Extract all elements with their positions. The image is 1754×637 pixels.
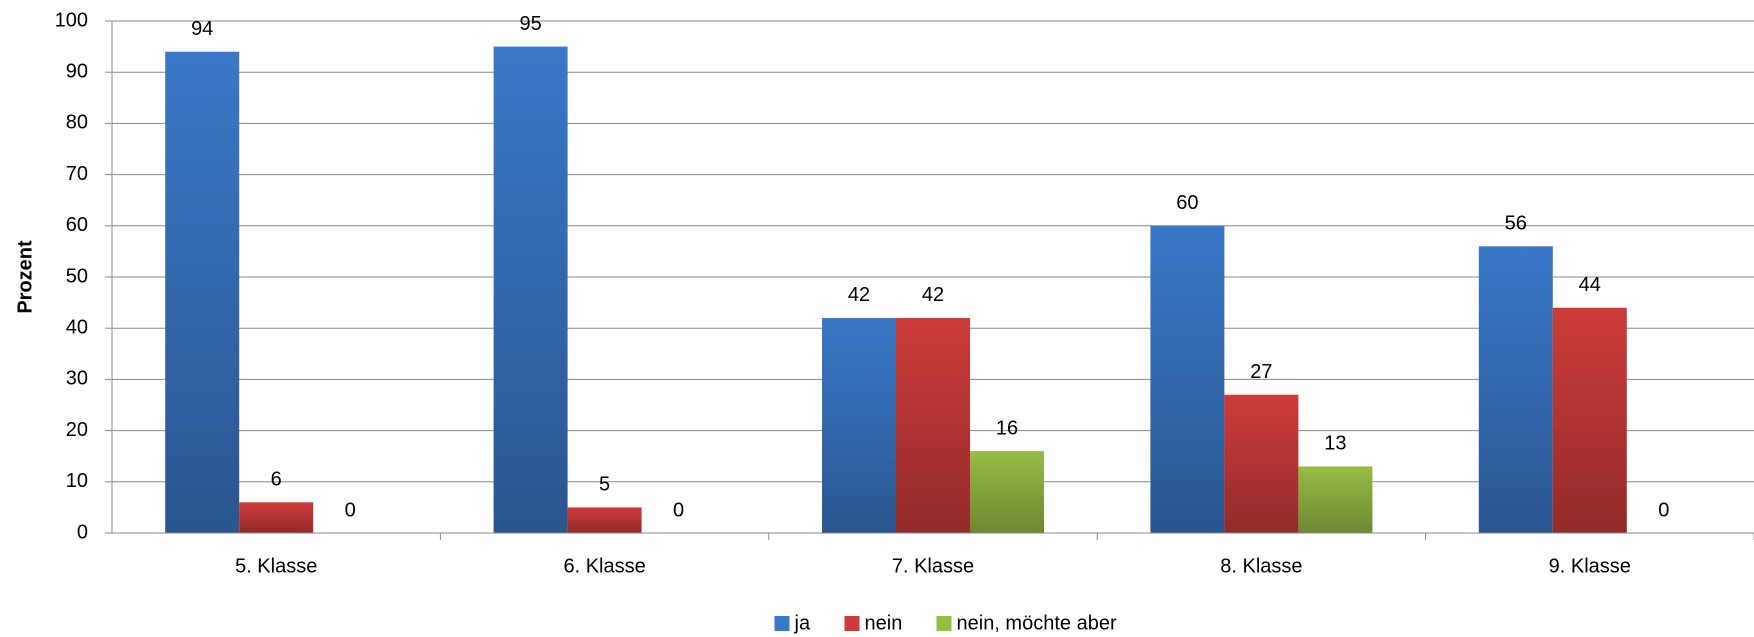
data-label: 27 bbox=[1250, 361, 1272, 383]
x-tick-label: 8. Klasse bbox=[1220, 555, 1302, 577]
legend-label: ja bbox=[794, 612, 811, 634]
data-label: 0 bbox=[673, 499, 684, 521]
bar bbox=[567, 507, 642, 533]
y-axis-label: Prozent bbox=[14, 240, 36, 314]
legend-label: nein bbox=[865, 612, 903, 634]
data-label: 94 bbox=[191, 18, 213, 40]
bar bbox=[1298, 466, 1373, 533]
y-tick-label: 20 bbox=[66, 419, 88, 441]
y-tick-label: 60 bbox=[66, 214, 88, 236]
data-label: 42 bbox=[922, 284, 944, 306]
data-label: 42 bbox=[848, 284, 870, 306]
data-label: 44 bbox=[1579, 274, 1601, 296]
y-tick-label: 10 bbox=[66, 470, 88, 492]
legend-swatch bbox=[844, 616, 860, 631]
bar bbox=[1150, 225, 1225, 534]
y-tick-label: 50 bbox=[66, 265, 88, 287]
data-label: 5 bbox=[599, 474, 610, 496]
bar bbox=[165, 51, 240, 533]
x-tick-label: 6. Klasse bbox=[563, 555, 645, 577]
data-label: 56 bbox=[1505, 213, 1527, 235]
x-tick-label: 7. Klasse bbox=[892, 555, 974, 577]
bar bbox=[1224, 394, 1299, 533]
bar bbox=[970, 451, 1044, 533]
legend-swatch bbox=[774, 616, 790, 631]
x-tick-label: 5. Klasse bbox=[235, 555, 317, 577]
bar bbox=[896, 317, 970, 533]
legend-swatch bbox=[936, 616, 952, 631]
data-label: 13 bbox=[1324, 433, 1346, 455]
bar bbox=[493, 46, 568, 533]
bar bbox=[1478, 246, 1553, 533]
x-tick-label: 9. Klasse bbox=[1549, 555, 1631, 577]
y-tick-label: 90 bbox=[66, 60, 88, 82]
y-tick-label: 100 bbox=[55, 9, 88, 31]
data-label: 60 bbox=[1176, 192, 1198, 214]
data-label: 6 bbox=[271, 469, 282, 491]
data-label: 16 bbox=[996, 417, 1018, 439]
y-tick-label: 0 bbox=[77, 521, 88, 543]
y-tick-label: 70 bbox=[66, 163, 88, 185]
bar bbox=[822, 317, 896, 533]
bar bbox=[239, 502, 314, 533]
data-label: 95 bbox=[519, 13, 541, 35]
legend-label: nein, möchte aber bbox=[957, 612, 1117, 634]
y-tick-label: 30 bbox=[66, 368, 88, 390]
data-label: 0 bbox=[345, 499, 356, 521]
y-tick-label: 40 bbox=[66, 316, 88, 338]
y-tick-label: 80 bbox=[66, 112, 88, 134]
data-label: 0 bbox=[1658, 499, 1669, 521]
bar bbox=[1552, 307, 1627, 533]
